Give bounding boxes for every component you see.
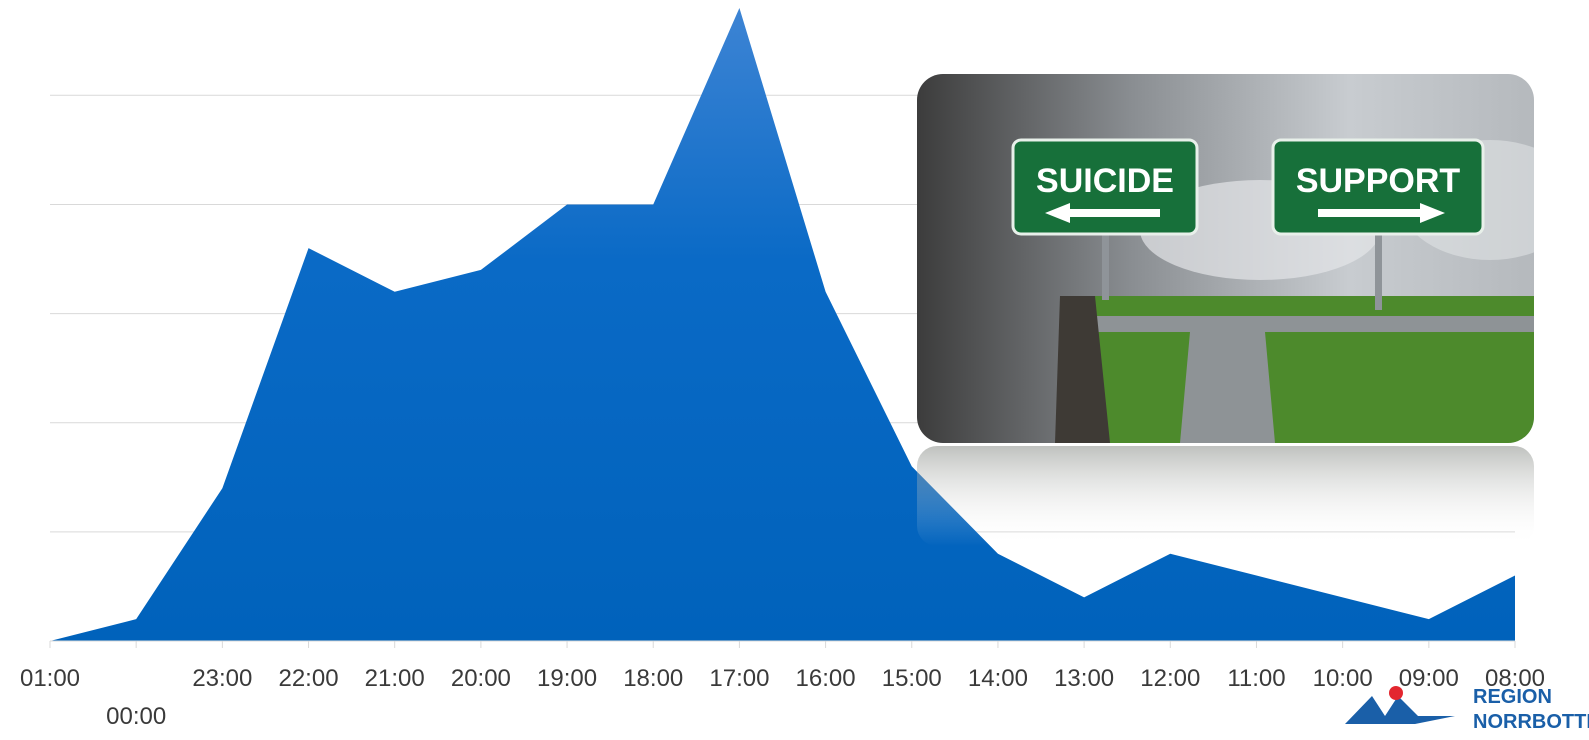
photo-reflection — [917, 446, 1534, 546]
logo-mark — [1345, 696, 1455, 724]
x-tick-label: 01:00 — [20, 665, 80, 692]
x-tick-label: 09:00 — [1399, 665, 1459, 692]
x-tick-label: 14:00 — [968, 665, 1028, 692]
x-tick-label: 00:00 — [106, 703, 166, 730]
x-tick-label: 22:00 — [278, 665, 338, 692]
x-tick-label: 12:00 — [1140, 665, 1200, 692]
logo-line1: REGION — [1473, 686, 1552, 708]
x-tick-label: 15:00 — [882, 665, 942, 692]
page: SUICIDE SUPPORT 01:00 00:00 23:00 22:00 21:0… — [0, 0, 1589, 740]
x-tick-label: 20:00 — [451, 665, 511, 692]
chart: SUICIDE SUPPORT 01:00 00:00 23:00 22:00 21:0… — [0, 0, 1589, 740]
x-tick-label: 19:00 — [537, 665, 597, 692]
x-tick-label: 13:00 — [1054, 665, 1114, 692]
x-tick-label: 23:00 — [192, 665, 252, 692]
logo: REGION NORRBOTTEN — [1345, 686, 1589, 733]
x-tick-label: 18:00 — [623, 665, 683, 692]
x-tick-label: 10:00 — [1313, 665, 1373, 692]
sign-post — [1102, 230, 1109, 300]
sign-post — [1375, 230, 1382, 310]
x-tick-label: 21:00 — [365, 665, 425, 692]
logo-line2: NORRBOTTEN — [1473, 711, 1589, 733]
sign-left-text: SUICIDE — [1036, 162, 1174, 200]
x-axis: 01:00 00:00 23:00 22:00 21:00 20:00 19:00 18:00… — [20, 665, 1545, 730]
sign-right-text: SUPPORT — [1296, 162, 1461, 200]
x-tick-label: 16:00 — [796, 665, 856, 692]
photo: SUICIDE SUPPORT — [917, 74, 1580, 546]
logo-dot — [1389, 686, 1403, 700]
x-tick-label: 17:00 — [709, 665, 769, 692]
x-tick-label: 11:00 — [1227, 665, 1285, 692]
